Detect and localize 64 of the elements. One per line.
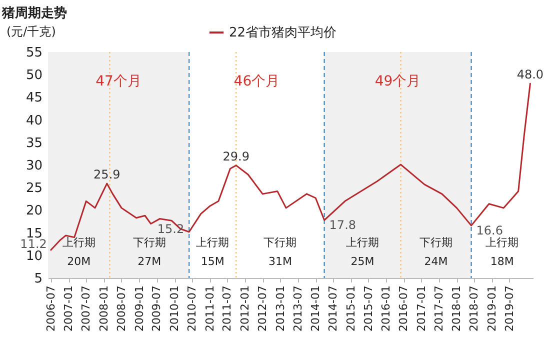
x-tick-label: 2019-07 — [502, 286, 516, 332]
annotation: 上行期 — [62, 236, 96, 249]
annotation: 20M — [67, 255, 91, 268]
annotation: 11.2 — [20, 236, 47, 251]
x-tick-label: 2018-07 — [468, 286, 481, 332]
annotation: 48.0 — [516, 68, 544, 82]
annotation: 下行期 — [420, 236, 453, 249]
y-tick-label: 40 — [26, 113, 42, 128]
x-tick-label: 2019-01 — [485, 286, 498, 332]
x-tick-label: 2007-01 — [62, 286, 76, 332]
y-tick-label: 35 — [26, 136, 42, 151]
annotation: 下行期 — [132, 236, 166, 249]
x-tick-label: 2012-07 — [256, 286, 270, 332]
annotation: 29.9 — [222, 149, 250, 164]
x-tick-label: 2009-01 — [132, 286, 146, 332]
chart-title: 猪周期走势 — [1, 5, 67, 21]
x-tick-label: 2011-01 — [203, 286, 216, 332]
x-tick-label: 2010-01 — [168, 286, 182, 332]
annotation: 15M — [200, 255, 224, 268]
y-tick-label: 50 — [26, 68, 42, 84]
x-tick-label: 2015-07 — [362, 286, 375, 332]
y-tick-label: 20 — [26, 204, 42, 219]
annotation: 24M — [424, 255, 448, 268]
x-tick-label: 2014-01 — [309, 286, 322, 332]
x-tick-label: 2017-01 — [414, 286, 428, 332]
x-tick-label: 2012-01 — [238, 286, 252, 332]
x-tick-label: 2008-07 — [114, 286, 128, 332]
x-tick-label: 2014-07 — [326, 286, 340, 332]
x-tick-label: 2008-01 — [97, 286, 110, 332]
annotation: 上行期 — [196, 236, 230, 249]
annotation: 31M — [268, 255, 292, 268]
x-tick-label: 2006-07 — [44, 286, 58, 332]
x-tick-label: 2016-07 — [397, 286, 410, 332]
x-tick-label: 2011-07 — [220, 286, 234, 332]
annotation: 15.2 — [157, 222, 184, 236]
annotation: 25.9 — [94, 168, 120, 182]
x-tick-label: 2018-01 — [450, 286, 464, 332]
annotation: 上行期 — [486, 236, 519, 249]
annotation: 46个月 — [234, 73, 280, 90]
annotation: 47个月 — [96, 73, 142, 90]
x-tick-label: 2007-07 — [80, 286, 93, 332]
annotation: 16.6 — [476, 224, 504, 238]
y-tick-label: 30 — [26, 158, 42, 174]
x-tick-label: 2010-07 — [185, 286, 198, 332]
x-tick-label: 2015-01 — [344, 286, 358, 332]
y-axis-title: (元/千克) — [6, 24, 56, 38]
x-tick-label: 2009-07 — [150, 286, 164, 332]
x-tick-label: 2016-01 — [380, 286, 393, 332]
x-tick-label: 2013-07 — [291, 286, 304, 332]
legend-label: 22省市猪肉平均价 — [229, 26, 337, 40]
y-tick-label: 55 — [26, 46, 42, 60]
annotation: 上行期 — [346, 236, 380, 249]
annotation: 49个月 — [374, 73, 421, 90]
annotation: 25M — [350, 255, 374, 268]
y-tick-label: 45 — [26, 90, 42, 106]
y-tick-label: 25 — [26, 181, 42, 196]
x-tick-label: 2013-01 — [274, 286, 287, 332]
y-tick-label: 10 — [26, 248, 42, 264]
annotation: 27M — [138, 255, 162, 268]
y-tick-label: 5 — [34, 272, 42, 286]
annotation: 下行期 — [264, 236, 297, 249]
x-tick-label: 2017-07 — [432, 286, 446, 332]
annotation: 18M — [490, 255, 514, 268]
annotation: 17.8 — [329, 218, 356, 232]
